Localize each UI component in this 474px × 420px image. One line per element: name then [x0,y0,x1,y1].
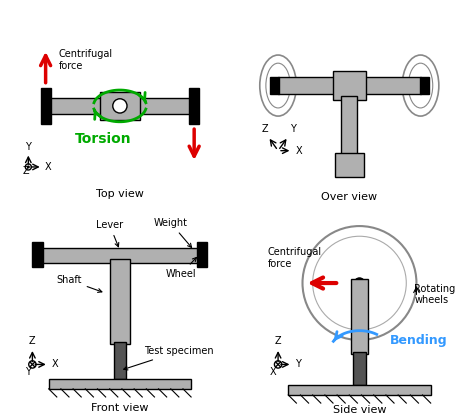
FancyBboxPatch shape [38,249,201,262]
Text: Lever: Lever [96,220,123,247]
Text: Rotating
wheels: Rotating wheels [414,284,456,305]
Text: X: X [52,360,58,370]
Text: Y: Y [25,367,31,377]
Ellipse shape [266,63,290,108]
Ellipse shape [402,55,439,116]
FancyBboxPatch shape [341,96,357,157]
Ellipse shape [260,55,296,116]
Text: Torsion: Torsion [75,131,132,146]
FancyBboxPatch shape [288,385,431,395]
Circle shape [274,361,282,368]
Text: X: X [270,367,276,377]
FancyBboxPatch shape [41,88,51,124]
FancyBboxPatch shape [351,279,368,354]
Text: Y: Y [26,142,31,152]
FancyBboxPatch shape [197,242,208,267]
Ellipse shape [408,63,433,108]
Text: Z: Z [22,166,29,176]
Text: Over view: Over view [321,192,377,202]
Text: Y: Y [290,124,296,134]
FancyBboxPatch shape [100,92,140,120]
FancyBboxPatch shape [270,77,279,94]
Text: Bending: Bending [390,334,447,347]
FancyBboxPatch shape [335,153,364,177]
Text: Centrifugal
force: Centrifugal force [59,49,113,71]
Text: Shaft: Shaft [56,275,102,292]
Text: Centrifugal
force: Centrifugal force [268,247,322,269]
Circle shape [357,281,362,286]
Text: Front view: Front view [91,403,149,413]
Circle shape [302,226,417,340]
FancyBboxPatch shape [278,77,420,94]
FancyBboxPatch shape [114,342,126,379]
Circle shape [27,166,29,168]
Circle shape [313,236,406,330]
FancyBboxPatch shape [49,379,191,389]
Circle shape [25,164,31,170]
FancyBboxPatch shape [49,98,191,114]
FancyBboxPatch shape [109,259,130,344]
Text: Z: Z [275,336,282,346]
Text: Weight: Weight [154,218,191,247]
Text: Z: Z [29,336,36,346]
Text: Wheel: Wheel [165,257,197,279]
FancyBboxPatch shape [189,88,199,124]
Text: X: X [45,162,51,172]
Circle shape [113,99,127,113]
Text: Z: Z [262,124,268,134]
Text: Top view: Top view [96,189,144,200]
FancyBboxPatch shape [354,352,365,385]
Text: Side view: Side view [333,405,386,415]
FancyBboxPatch shape [333,71,365,100]
Circle shape [29,361,36,368]
Text: X: X [295,146,302,156]
Circle shape [355,278,365,288]
FancyBboxPatch shape [32,242,43,267]
FancyBboxPatch shape [419,77,428,94]
Text: Test specimen: Test specimen [124,346,214,370]
Text: Y: Y [295,360,301,370]
